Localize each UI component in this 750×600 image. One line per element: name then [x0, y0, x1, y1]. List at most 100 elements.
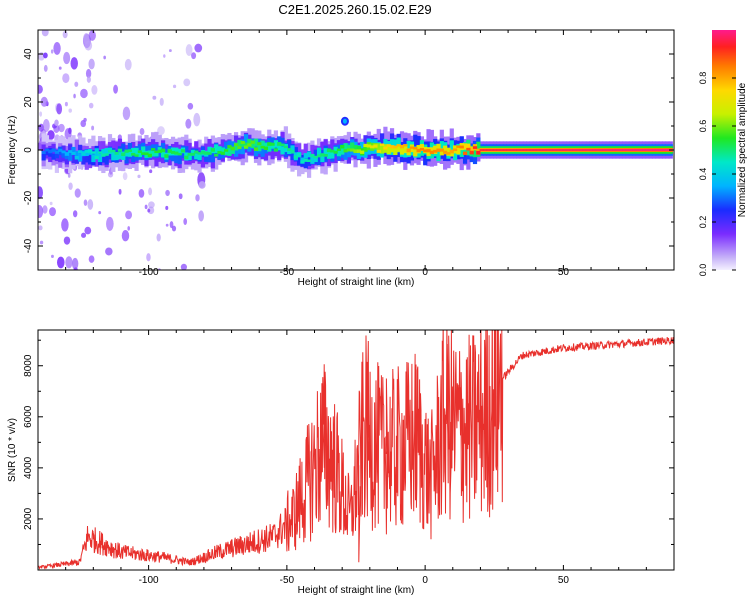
spectrogram-ridge-cell — [555, 149, 561, 151]
spectrogram-noise-blob — [38, 186, 43, 199]
spectrogram-noise-blob — [39, 111, 43, 117]
spectrogram-ridge-cell — [429, 150, 434, 155]
y-tick-label: 6000 — [23, 405, 34, 428]
spectrogram-noise-blob — [139, 128, 145, 135]
spectrogram-noise-blob — [88, 58, 95, 70]
spectrogram-ridge-cell — [78, 150, 83, 154]
spectrogram-noise-blob — [63, 51, 71, 65]
spectrogram-ridge-cell — [68, 150, 73, 153]
spectrogram-ridge-cell — [399, 144, 405, 149]
x-tick-label: 50 — [558, 267, 570, 278]
spectrogram-ridge-cell — [101, 148, 106, 157]
spectrogram-ridge-cell — [433, 145, 438, 154]
spectrogram-ridge-cell — [665, 149, 670, 151]
colorbar-tick-label: 0.4 — [698, 168, 708, 181]
colorbar-tick-label: 0.0 — [698, 264, 708, 277]
spectrogram-ridge-cell — [376, 149, 381, 153]
spectrogram-ridge-cell — [64, 152, 69, 156]
spectrogram-ridge-cell — [403, 144, 408, 147]
spectrogram-ridge-cell — [41, 144, 46, 156]
spectrogram-ridge-cell — [170, 150, 176, 154]
spectrogram-ridge-cell — [462, 143, 468, 150]
spectrogram-ridge-cell — [81, 152, 86, 156]
spectrogram-ridge-cell — [290, 145, 295, 153]
spectrogram-ridge-cell — [114, 152, 119, 161]
spectrogram-noise-blob — [51, 254, 54, 258]
spectrogram-ridge-cell — [306, 150, 312, 166]
spectrogram-noise-blob — [127, 226, 130, 231]
spectrogram-noise-blob — [49, 207, 56, 217]
spectrogram-noise-blob — [121, 230, 130, 242]
spectrogram-ridge-cell — [180, 149, 186, 153]
colorbar-label: Normalized spectral amplitude — [737, 82, 748, 217]
spectrogram-ridge-cell — [207, 152, 212, 155]
spectrogram-ridge-cell — [535, 149, 541, 151]
spectrogram-ridge-cell — [280, 143, 285, 147]
spectrogram-ridge-cell — [91, 154, 96, 163]
spectrogram-ridge-cell — [403, 144, 408, 154]
y-tick-label: 8000 — [23, 354, 34, 377]
spectrogram-ridge-cell — [134, 147, 139, 157]
spectrogram-ridge-cell — [300, 160, 305, 164]
spectrogram-ridge-cell — [84, 150, 89, 153]
spectrogram-ridge-cell — [529, 149, 534, 151]
spectrogram-noise-blob — [41, 30, 49, 37]
spectrogram-ridge-cell — [645, 149, 650, 151]
spectrogram-ridge-cell — [389, 145, 395, 149]
spectrogram-noise-blob — [84, 40, 93, 51]
spectrogram-noise-blob — [81, 232, 87, 238]
spectrogram-ridge-cell — [336, 148, 342, 151]
spectrogram-x-ticks: -100 -50 0 50 — [37, 30, 675, 278]
spectrogram-ridge-cell — [310, 153, 315, 158]
spectrogram-noise-blob — [180, 263, 187, 270]
spectrogram-ridge-cell — [350, 148, 355, 152]
spectrogram-noise-blob — [107, 171, 114, 178]
spectrogram-ridge-cell — [127, 149, 133, 157]
spectrogram-noise-blob — [171, 225, 177, 232]
spectrogram-ridge-cell — [413, 148, 418, 157]
spectrogram-ridge-cell — [575, 149, 580, 151]
spectrogram-ridge-cell — [111, 151, 116, 161]
snr-panel: -100 -50 0 50 2000 4000 6000 8000 Height of st… — [7, 329, 675, 596]
spectrogram-ridge-cell — [648, 149, 653, 151]
spectrogram-ridge-cell — [224, 148, 229, 156]
spectrogram-ridge-cell — [253, 138, 259, 147]
spectrogram-ridge-cell — [625, 149, 630, 151]
spectrogram-ridge-cell — [117, 152, 123, 160]
spectrogram-ridge-cell — [452, 148, 458, 152]
spectrogram-noise-blob — [61, 218, 69, 232]
spectrogram-noise-blob — [58, 66, 62, 70]
x-tick-label: -100 — [139, 267, 159, 278]
spectrogram-noise-blob — [83, 117, 87, 122]
spectrogram-ridge-cell — [326, 150, 332, 159]
spectrogram-ridge-cell — [658, 149, 663, 151]
spectrogram-ridge-cell — [472, 146, 478, 158]
spectrogram-noise-blob — [194, 43, 203, 53]
spectrogram-ridge-cell — [589, 149, 594, 151]
spectrogram-noise-blob — [198, 210, 204, 222]
spectrogram-noise-blob — [185, 118, 192, 129]
spectrogram-noise-blob — [38, 204, 44, 218]
spectrogram-ridge-cell — [184, 146, 189, 159]
spectrogram-noise-blob — [98, 211, 102, 215]
spectrogram-noise-blob — [152, 95, 157, 100]
spectrogram-ridge-cell — [542, 149, 547, 151]
spectrogram-ridge-cell — [283, 145, 288, 149]
spectrogram-ridge-cell — [187, 152, 192, 156]
spectrogram-noise-blob — [62, 30, 68, 39]
spectrogram-ridge-cell — [94, 155, 99, 160]
spectrogram-noise-blob — [80, 88, 88, 99]
spectrogram-ridge-cell — [134, 154, 139, 157]
spectrogram-ridge-cell — [51, 148, 56, 153]
spectrogram-ridge-cell — [652, 149, 657, 151]
spectrogram-ridge-cell — [413, 146, 418, 150]
spectrogram-ridge-cell — [628, 149, 634, 151]
spectrogram-ridge-cell — [396, 145, 401, 152]
spectrogram-ridge-cell — [81, 149, 86, 165]
spectrogram-noise-blob — [149, 169, 153, 174]
spectrogram-ridge-cell — [164, 154, 169, 158]
spectrogram-ridge-cell — [413, 134, 418, 158]
spectrogram-ridge-cell — [443, 145, 448, 155]
spectrogram-noise-blob — [122, 172, 128, 181]
spectrogram-noise-blob — [47, 130, 55, 140]
